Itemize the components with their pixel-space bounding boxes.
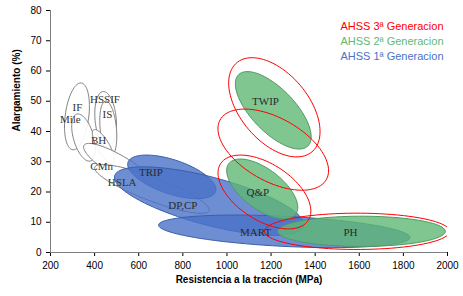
- svg-text:DP,CP: DP,CP: [168, 199, 197, 211]
- svg-text:400: 400: [86, 260, 103, 271]
- svg-text:70: 70: [30, 35, 42, 46]
- svg-text:Alargamiento (%): Alargamiento (%): [11, 49, 22, 131]
- svg-text:1600: 1600: [348, 260, 371, 271]
- svg-text:1800: 1800: [392, 260, 415, 271]
- svg-text:20: 20: [30, 186, 42, 197]
- svg-text:AHSS 1ª Generacion: AHSS 1ª Generacion: [340, 50, 443, 62]
- svg-text:80: 80: [30, 5, 42, 16]
- svg-text:Mile: Mile: [60, 113, 81, 125]
- svg-text:60: 60: [30, 65, 42, 76]
- svg-text:CMn: CMn: [90, 160, 113, 172]
- svg-text:HSSIF: HSSIF: [90, 93, 120, 105]
- svg-text:AHSS 2ª Generacion: AHSS 2ª Generacion: [340, 35, 443, 47]
- svg-text:30: 30: [30, 156, 42, 167]
- svg-text:MART: MART: [240, 226, 271, 238]
- svg-text:1400: 1400: [304, 260, 327, 271]
- svg-text:10: 10: [30, 216, 42, 227]
- svg-text:PH: PH: [343, 226, 357, 238]
- svg-text:IF: IF: [73, 101, 83, 113]
- svg-text:1000: 1000: [216, 260, 239, 271]
- svg-text:Resistencia a la tracción (MPa: Resistencia a la tracción (MPa): [176, 274, 323, 285]
- svg-text:1200: 1200: [260, 260, 283, 271]
- svg-text:200: 200: [42, 260, 59, 271]
- svg-text:TRIP: TRIP: [139, 166, 163, 178]
- svg-text:IS: IS: [103, 108, 113, 120]
- svg-text:TWIP: TWIP: [252, 95, 279, 107]
- svg-text:BH: BH: [91, 134, 106, 146]
- svg-text:2000: 2000: [436, 260, 459, 271]
- svg-text:600: 600: [130, 260, 147, 271]
- svg-text:HSLA: HSLA: [108, 176, 137, 188]
- svg-text:40: 40: [30, 126, 42, 137]
- svg-text:Q&P: Q&P: [247, 186, 270, 198]
- svg-text:AHSS 3ª Generacion: AHSS 3ª Generacion: [340, 20, 443, 32]
- svg-text:50: 50: [30, 95, 42, 106]
- svg-text:0: 0: [36, 247, 42, 258]
- svg-text:800: 800: [174, 260, 191, 271]
